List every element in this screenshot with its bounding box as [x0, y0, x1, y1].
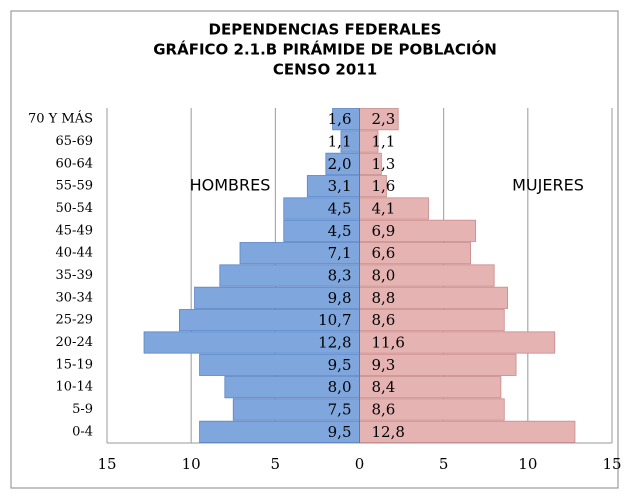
- annotation: MUJERES: [512, 176, 584, 195]
- y-tick-label: 35-39: [56, 268, 93, 283]
- x-tick-label: 10: [182, 455, 201, 473]
- value-label: 10,7: [318, 311, 351, 329]
- value-label: 1,6: [372, 177, 396, 195]
- value-label: 8,6: [372, 401, 396, 419]
- value-label: 1,3: [372, 155, 396, 173]
- y-tick-label: 0-4: [72, 424, 93, 439]
- value-label: 7,1: [328, 244, 352, 262]
- x-tick-label: 15: [602, 455, 621, 473]
- x-tick-label: 5: [439, 455, 449, 473]
- value-label: 3,1: [328, 177, 352, 195]
- value-label: 2,3: [372, 110, 396, 128]
- y-tick-label: 40-44: [56, 246, 93, 261]
- x-tick-label: 15: [97, 455, 116, 473]
- x-tick-label: 5: [271, 455, 281, 473]
- value-label: 4,5: [328, 222, 352, 240]
- x-tick-label: 10: [518, 455, 537, 473]
- y-tick-label: 30-34: [56, 290, 93, 305]
- value-label: 8,3: [328, 267, 352, 285]
- value-label: 9,5: [328, 423, 352, 441]
- value-label: 1,1: [372, 133, 396, 151]
- value-label: 6,6: [372, 244, 396, 262]
- value-label: 6,9: [372, 222, 396, 240]
- y-tick-label: 55-59: [56, 179, 93, 194]
- value-label: 12,8: [372, 423, 405, 441]
- value-label: 1,1: [328, 133, 352, 151]
- y-tick-label: 60-64: [56, 156, 93, 171]
- y-tick-label: 65-69: [56, 134, 93, 149]
- chart-title: DEPENDENCIAS FEDERALES: [209, 21, 442, 39]
- y-tick-label: 15-19: [56, 357, 93, 372]
- chart-title: CENSO 2011: [273, 61, 377, 79]
- value-label: 7,5: [328, 401, 352, 419]
- y-tick-label: 70 Y MÁS: [28, 111, 93, 127]
- value-label: 9,5: [328, 356, 352, 374]
- y-tick-label: 20-24: [56, 335, 93, 350]
- value-label: 9,8: [328, 289, 352, 307]
- value-label: 8,0: [328, 378, 352, 396]
- value-label: 9,3: [372, 356, 396, 374]
- value-label: 4,5: [328, 200, 352, 218]
- value-label: 1,6: [328, 110, 352, 128]
- y-tick-label: 10-14: [56, 380, 93, 395]
- value-label: 12,8: [318, 334, 351, 352]
- chart-title: GRÁFICO 2.1.B PIRÁMIDE DE POBLACIÓN: [153, 40, 497, 59]
- annotation: HOMBRES: [190, 176, 271, 195]
- value-label: 4,1: [372, 200, 396, 218]
- y-tick-label: 25-29: [56, 313, 93, 328]
- y-tick-label: 5-9: [72, 402, 93, 417]
- value-label: 8,4: [372, 378, 396, 396]
- value-label: 8,8: [372, 289, 396, 307]
- value-label: 8,6: [372, 311, 396, 329]
- x-tick-label: 0: [355, 455, 365, 473]
- y-tick-label: 50-54: [56, 201, 93, 216]
- value-label: 8,0: [372, 267, 396, 285]
- value-label: 11,6: [372, 334, 405, 352]
- y-tick-label: 45-49: [56, 223, 93, 238]
- value-label: 2,0: [328, 155, 352, 173]
